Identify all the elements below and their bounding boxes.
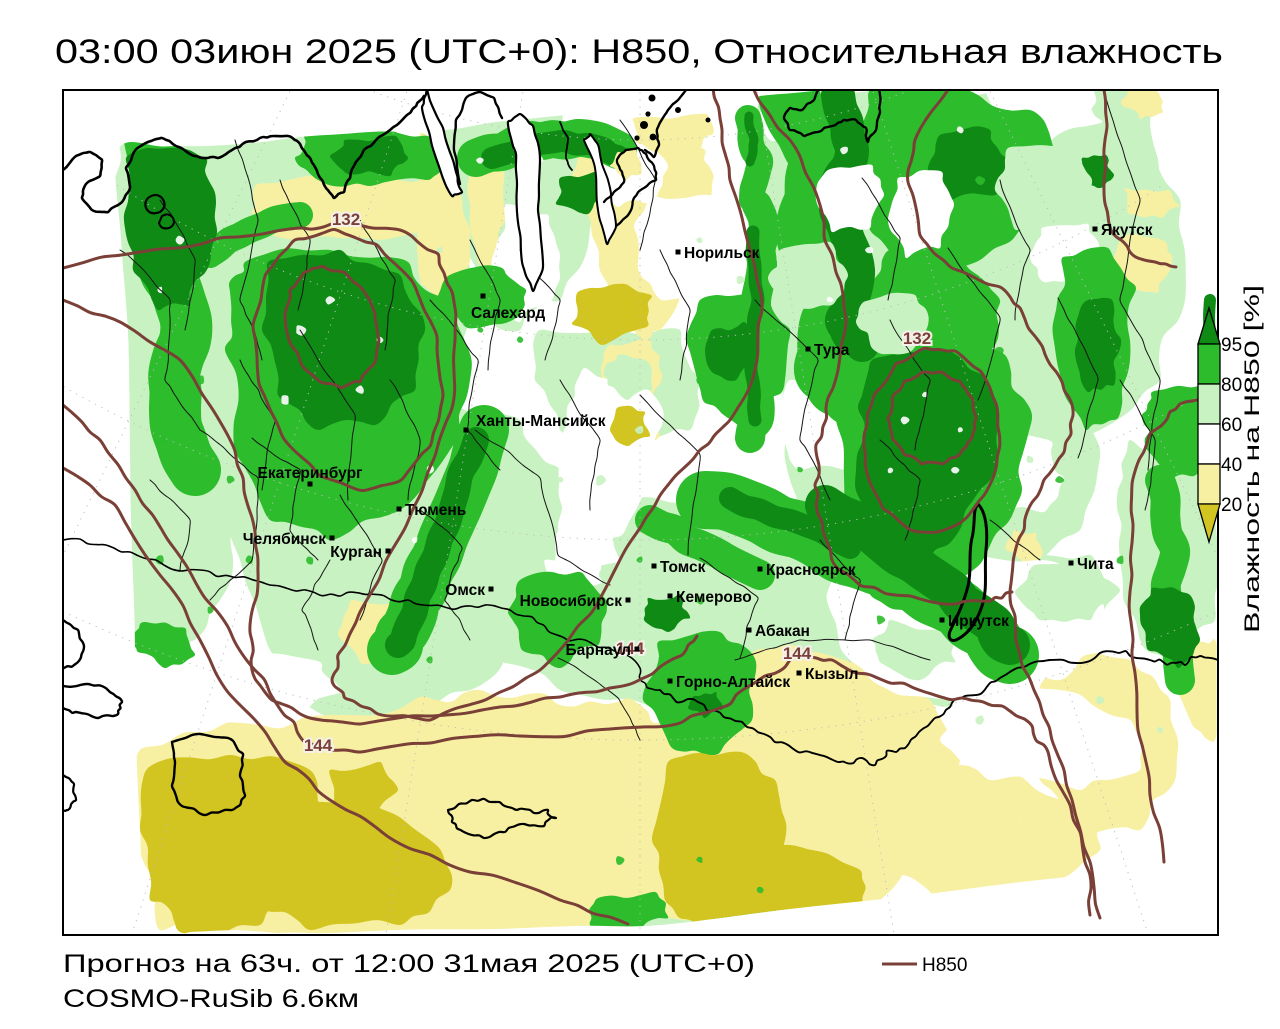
svg-text:03:00 03июн 2025 (UTC+0): H850: 03:00 03июн 2025 (UTC+0): H850, Относите… bbox=[55, 33, 1223, 71]
svg-text:Омск: Омск bbox=[445, 582, 485, 599]
svg-text:Тура: Тура bbox=[814, 342, 850, 359]
svg-text:60: 60 bbox=[1221, 415, 1242, 436]
svg-text:Влажность на H850 [%]: Влажность на H850 [%] bbox=[1241, 285, 1264, 633]
svg-text:144: 144 bbox=[783, 644, 812, 663]
svg-text:144: 144 bbox=[616, 639, 645, 658]
svg-text:Иркутск: Иркутск bbox=[948, 613, 1009, 630]
svg-text:Тюмень: Тюмень bbox=[405, 502, 466, 519]
svg-text:Норильск: Норильск bbox=[684, 245, 760, 262]
svg-text:95: 95 bbox=[1221, 335, 1242, 356]
svg-text:Ханты-Мансийск: Ханты-Мансийск bbox=[476, 413, 606, 430]
svg-text:Горно-Алтайск: Горно-Алтайск bbox=[676, 674, 790, 691]
svg-text:Якутск: Якутск bbox=[1101, 222, 1153, 239]
svg-text:Екатеринбург: Екатеринбург bbox=[258, 465, 364, 482]
svg-text:Красноярск: Красноярск bbox=[766, 562, 856, 579]
svg-text:20: 20 bbox=[1221, 495, 1242, 516]
svg-text:Абакан: Абакан bbox=[755, 623, 810, 640]
svg-text:Барнаул: Барнаул bbox=[566, 642, 631, 659]
svg-text:Кемерово: Кемерово bbox=[676, 589, 752, 606]
svg-text:132: 132 bbox=[903, 329, 931, 348]
svg-text:Челябинск: Челябинск bbox=[243, 531, 326, 548]
svg-text:Новосибирск: Новосибирск bbox=[520, 593, 623, 610]
svg-text:Томск: Томск bbox=[660, 559, 706, 576]
svg-text:Кызыл: Кызыл bbox=[805, 666, 859, 683]
svg-text:COSMO-RuSib 6.6км: COSMO-RuSib 6.6км bbox=[63, 985, 359, 1013]
svg-text:144: 144 bbox=[304, 736, 333, 755]
svg-text:Курган: Курган bbox=[330, 544, 382, 561]
svg-text:H850: H850 bbox=[922, 955, 967, 976]
svg-text:Салехард: Салехард bbox=[471, 305, 545, 322]
svg-text:40: 40 bbox=[1221, 455, 1242, 476]
svg-text:132: 132 bbox=[332, 210, 360, 229]
svg-text:80: 80 bbox=[1221, 375, 1242, 396]
svg-text:Прогноз на 63ч. от 12:00 31мая: Прогноз на 63ч. от 12:00 31мая 2025 (UTC… bbox=[63, 950, 755, 978]
svg-text:Чита: Чита bbox=[1077, 556, 1114, 573]
